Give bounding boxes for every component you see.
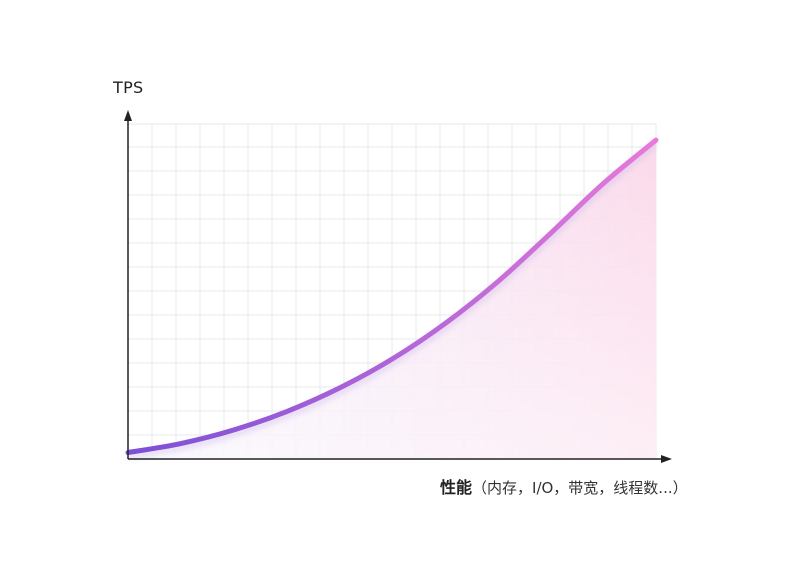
curve-shadow xyxy=(127,141,658,460)
axes xyxy=(124,110,672,463)
x-axis-label: 性能（内存，I/O，带宽，线程数...） xyxy=(440,474,688,498)
x-axis-arrow xyxy=(661,455,672,463)
y-axis-arrow xyxy=(124,110,132,121)
series-line xyxy=(125,137,659,456)
y-axis-label: TPS xyxy=(113,78,144,97)
x-axis-label-detail: （内存，I/O，带宽，线程数...） xyxy=(472,479,688,497)
area-fade xyxy=(128,140,656,460)
x-axis-label-main: 性能 xyxy=(440,478,473,497)
